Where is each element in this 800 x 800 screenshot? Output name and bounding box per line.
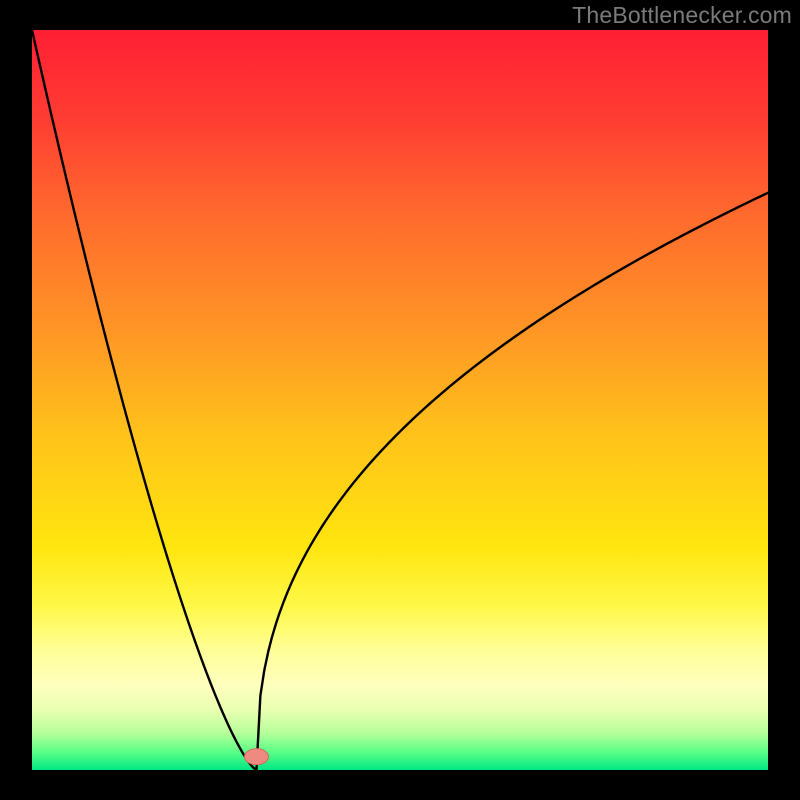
optimal-point-marker bbox=[244, 749, 268, 765]
watermark-text: TheBottlenecker.com bbox=[572, 2, 792, 29]
bottleneck-chart bbox=[32, 30, 768, 770]
chart-frame: TheBottlenecker.com bbox=[0, 0, 800, 800]
chart-background bbox=[32, 30, 768, 770]
